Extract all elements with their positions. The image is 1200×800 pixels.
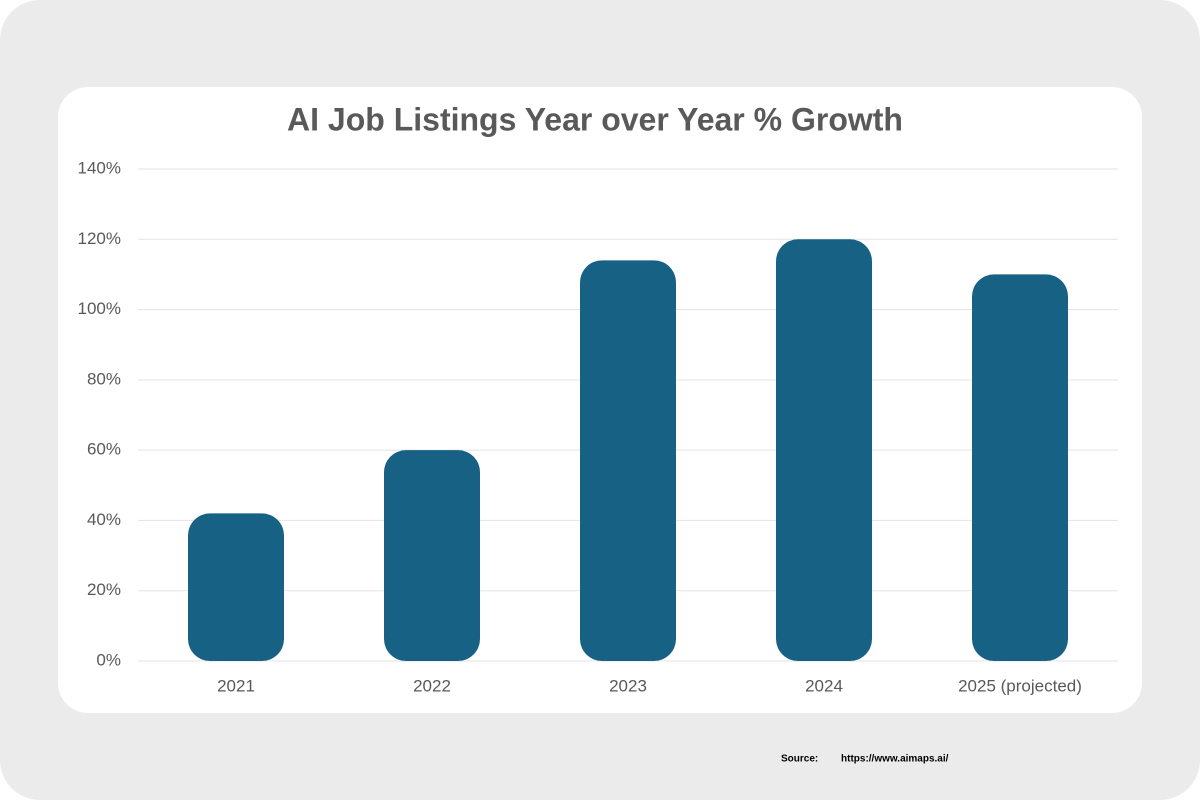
x-tick-label: 2023 — [609, 676, 647, 695]
y-tick-label: 100% — [78, 299, 121, 318]
bar — [580, 260, 676, 661]
y-tick-label: 80% — [87, 369, 121, 388]
y-tick-label: 140% — [78, 158, 121, 177]
x-tick-label: 2024 — [805, 676, 843, 695]
y-tick-label: 0% — [96, 650, 121, 669]
bar — [384, 450, 480, 661]
y-tick-label: 120% — [78, 229, 121, 248]
y-tick-label: 40% — [87, 510, 121, 529]
source-url: https://www.aimaps.ai/ — [841, 754, 949, 765]
bar — [972, 274, 1068, 661]
chart-title: AI Job Listings Year over Year % Growth — [287, 101, 903, 137]
x-tick-label: 2022 — [413, 676, 451, 695]
source-label: Source: — [781, 754, 818, 765]
bar — [776, 239, 872, 662]
y-tick-label: 20% — [87, 580, 121, 599]
y-tick-label: 60% — [87, 440, 121, 459]
x-tick-label: 2021 — [217, 676, 255, 695]
x-tick-label: 2025 (projected) — [958, 676, 1082, 695]
bar — [188, 513, 284, 661]
